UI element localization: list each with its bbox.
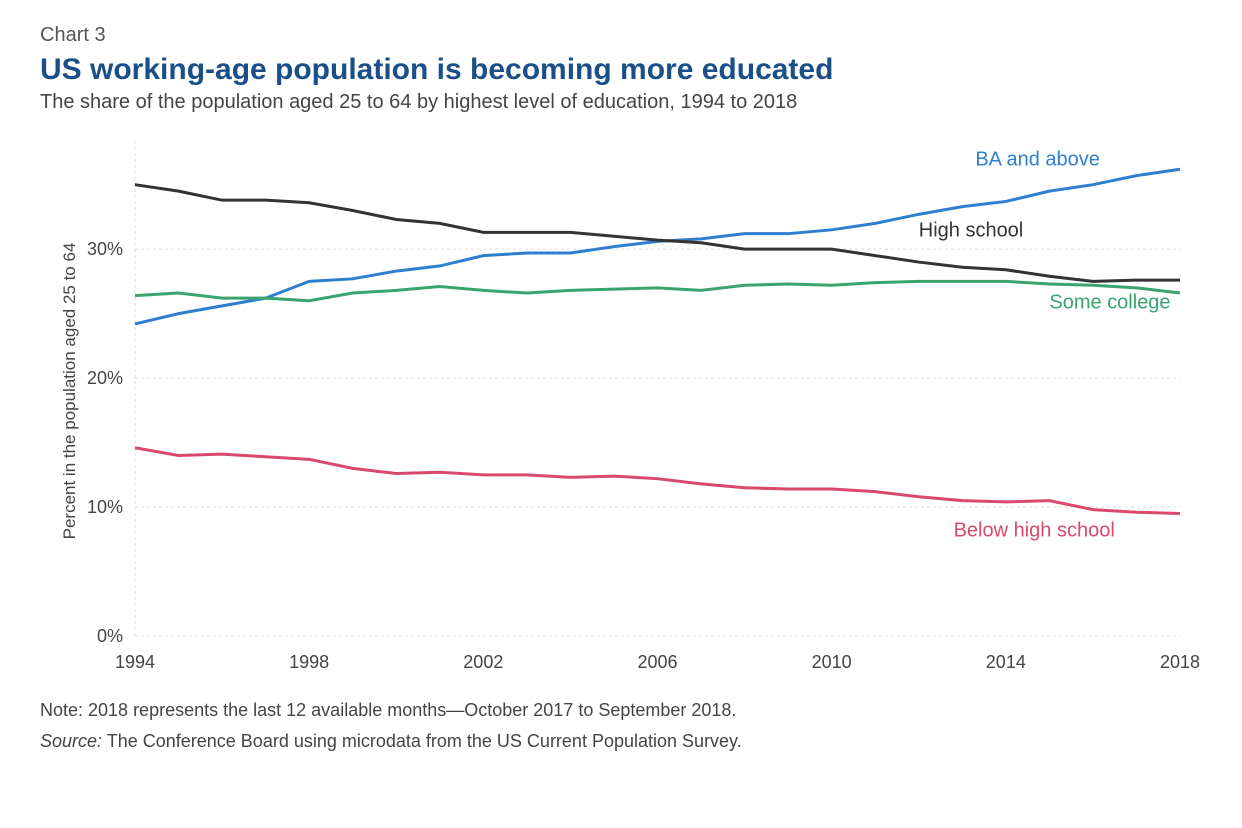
chart-source-text: The Conference Board using microdata fro… [102, 731, 742, 751]
series-line [135, 448, 1180, 514]
line-chart: 0% 10% 20% 30% 1994 1998 2002 2006 2010 2014 2018 P… [40, 126, 1200, 686]
x-tick-label: 2018 [1160, 652, 1200, 672]
series-label: Below high school [954, 520, 1115, 542]
series-label: High school [919, 219, 1024, 241]
y-tick-label: 10% [87, 497, 123, 517]
x-tick-label: 2014 [986, 652, 1026, 672]
chart-source: Source: The Conference Board using micro… [40, 731, 1202, 752]
y-tick-label: 0% [97, 626, 123, 646]
x-tick-label: 2006 [637, 652, 677, 672]
chart-number-label: Chart 3 [40, 24, 1202, 47]
x-tick-label: 1998 [289, 652, 329, 672]
chart-title: US working-age population is becoming mo… [40, 53, 1202, 87]
chart-subtitle: The share of the population aged 25 to 6… [40, 91, 1202, 114]
series-label: BA and above [975, 148, 1100, 170]
chart-source-label: Source: [40, 731, 102, 751]
y-axis-title: Percent in the population aged 25 to 64 [60, 243, 79, 540]
y-tick-label: 30% [87, 239, 123, 259]
y-tick-label: 20% [87, 368, 123, 388]
x-tick-label: 2002 [463, 652, 503, 672]
x-tick-label: 1994 [115, 652, 155, 672]
chart-note: Note: 2018 represents the last 12 availa… [40, 700, 1202, 721]
series-label: Some college [1049, 291, 1170, 313]
page-root: Chart 3 US working-age population is bec… [0, 0, 1242, 828]
x-tick-label: 2010 [812, 652, 852, 672]
series-line [135, 281, 1180, 300]
